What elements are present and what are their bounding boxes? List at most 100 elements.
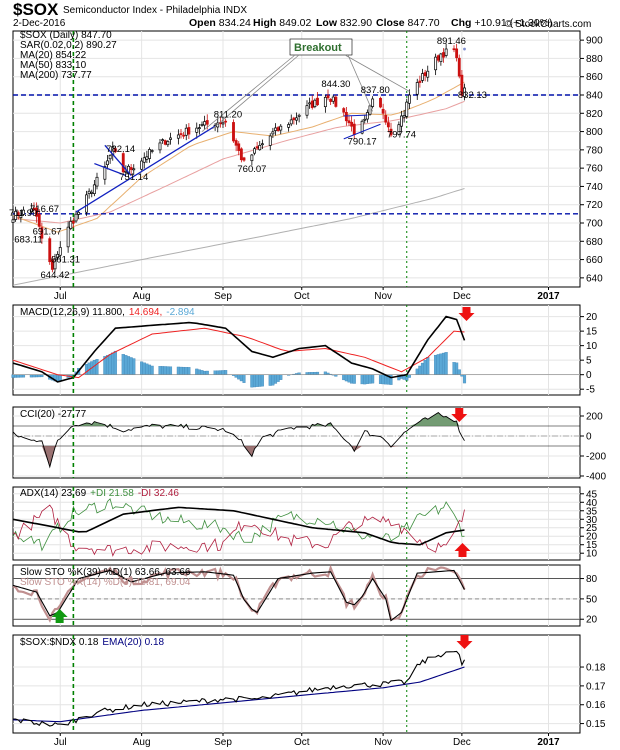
- legend-entry: SAR(0.02,0.2) 890.27: [20, 40, 117, 51]
- x-tick-label: Aug: [133, 291, 151, 302]
- candle-body: [237, 143, 241, 151]
- macd-histogram-bar: [124, 355, 128, 375]
- y-tick-label: 25: [586, 523, 598, 534]
- candle-body: [397, 124, 401, 135]
- candle-body: [386, 122, 390, 128]
- legend: ADX(14) 23.69 +DI 21.58 -DI 32.46: [20, 488, 179, 499]
- macd-histogram-bar: [439, 353, 443, 375]
- y-tick-label: 20: [586, 615, 598, 626]
- candle-body: [310, 100, 314, 108]
- macd-histogram-bar: [239, 374, 243, 382]
- macd-histogram-bar: [365, 374, 369, 384]
- macd-histogram-bar: [105, 355, 110, 375]
- macd-histogram-bar: [37, 374, 41, 378]
- y-tick-label: 10: [586, 549, 598, 560]
- x-tick-label: Dec: [453, 291, 471, 302]
- macd-histogram-bar: [350, 374, 354, 384]
- candle-body: [140, 160, 144, 170]
- y-tick-label: 840: [586, 91, 603, 102]
- macd-histogram-bar: [352, 374, 356, 384]
- price-annotation: 711.99: [9, 208, 37, 219]
- macd-histogram-bar: [195, 368, 199, 375]
- candle-body: [253, 148, 256, 154]
- candle-body: [444, 48, 448, 56]
- legend-entry: CCI(20) -27.77: [20, 409, 87, 420]
- ma20-line: [12, 81, 465, 233]
- price-annotation: 790.17: [348, 137, 377, 148]
- y-tick-label: 45: [586, 489, 598, 500]
- candle-body: [407, 94, 411, 104]
- candle-body: [331, 96, 335, 102]
- legend-entry: +DI 21.58: [90, 488, 134, 499]
- candle-body: [271, 131, 275, 135]
- candle-body: [239, 148, 243, 161]
- candle-body: [418, 80, 422, 83]
- trend-line: [343, 114, 368, 117]
- y-tick-label: 720: [586, 200, 603, 211]
- candle-body: [11, 219, 15, 223]
- y-tick-label: 760: [586, 164, 603, 175]
- x-tick-label: Sep: [214, 291, 232, 302]
- macd-histogram-bar: [224, 370, 228, 375]
- y-tick-label: 200: [586, 412, 603, 423]
- macd-histogram-bar: [276, 374, 280, 382]
- y-tick-label: 20: [586, 532, 598, 543]
- plus-di-line: [12, 498, 465, 552]
- candle-body: [360, 120, 364, 134]
- candle-body: [350, 121, 354, 127]
- candle-body: [426, 70, 430, 78]
- macd-histogram-bar: [158, 366, 162, 375]
- price-annotation: 661.31: [51, 254, 80, 265]
- x-tick-label: Oct: [294, 291, 310, 302]
- adx-line: [12, 506, 465, 546]
- macd-histogram-bar: [441, 352, 446, 375]
- y-tick-label: 5: [586, 356, 592, 367]
- candle-body: [287, 124, 291, 128]
- macd-histogram-bar: [452, 362, 456, 375]
- trend-line: [104, 144, 132, 176]
- candle-body: [56, 254, 60, 259]
- legend-entry: MA(20) 854.22: [20, 50, 87, 61]
- candle-body: [344, 111, 348, 122]
- macd-histogram-bar: [40, 374, 44, 378]
- candle-body: [14, 210, 18, 220]
- price-annotation: 782.14: [106, 144, 135, 155]
- candle-body: [457, 57, 461, 77]
- macd-histogram-bar: [150, 365, 154, 375]
- candle-body: [150, 150, 154, 152]
- macd-histogram-bar: [436, 354, 440, 375]
- macd-histogram-bar: [360, 374, 364, 385]
- y-tick-label: 880: [586, 54, 603, 65]
- price-annotation: 760.07: [237, 164, 266, 175]
- candle-body: [40, 227, 44, 239]
- macd-histogram-bar: [342, 374, 346, 381]
- trend-line: [94, 162, 127, 177]
- x-tick-label: Jul: [54, 737, 67, 748]
- x-tick-label: Nov: [374, 737, 392, 748]
- candle-body: [132, 168, 136, 171]
- candle-body: [379, 97, 382, 108]
- x-tick-label: Jul: [54, 291, 67, 302]
- macd-histogram-bar: [315, 371, 320, 375]
- candle-body: [442, 52, 445, 58]
- candle-body: [29, 208, 33, 213]
- candle-body: [363, 118, 367, 121]
- candle-body: [316, 97, 319, 106]
- candle-body: [334, 96, 338, 107]
- macd-histogram-bar: [187, 367, 191, 375]
- ohlc-close: Close 847.70: [376, 17, 440, 29]
- candle-body: [16, 212, 20, 216]
- macd-histogram-bar: [11, 374, 15, 378]
- macd-histogram-bar: [237, 374, 241, 380]
- legend-entry: MA(200) 737.77: [20, 70, 92, 81]
- legend-entry: 14.694,: [129, 307, 162, 318]
- x-tick-label: Dec: [453, 737, 471, 748]
- red-arrow-icon: [454, 543, 471, 557]
- macd-histogram-bar: [271, 374, 275, 386]
- macd-histogram-bar: [344, 374, 348, 382]
- candle-body: [169, 137, 172, 140]
- candle-body: [402, 115, 406, 118]
- legend: MACD(12,26,9) 11.800, 14.694, -2.894: [20, 307, 195, 318]
- candle-body: [347, 120, 351, 124]
- macd-histogram-bar: [418, 365, 422, 375]
